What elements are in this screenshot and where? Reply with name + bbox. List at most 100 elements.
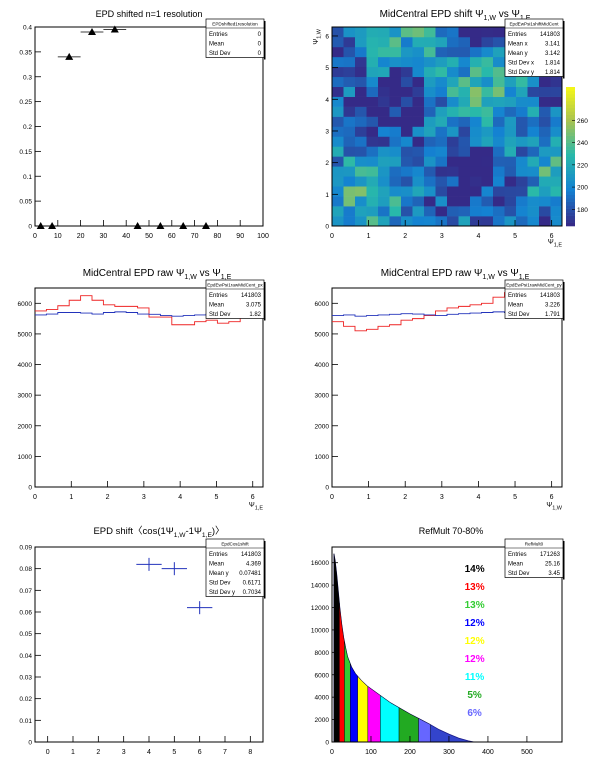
heatmap-cell [470,56,482,68]
heatmap-cell [447,126,459,137]
colorbar-cell [566,121,575,126]
heatmap-cell [389,166,402,177]
axis-label-main: Ψ [313,39,320,45]
heatmap-cell [470,116,482,127]
heatmap-cell [435,146,448,157]
heatmap-cell [401,66,413,78]
x-tick-label: 4 [178,494,182,501]
heatmap-cell [527,166,540,177]
legend-entry: 5% [467,690,482,701]
heatmap-cell [378,206,390,217]
heatmap-cell [527,86,540,97]
heatmap-cell [401,206,413,217]
stats-label: Mean [209,562,224,568]
x-tick-label: 7 [223,749,227,756]
y-tick-label: 0 [28,224,32,231]
heatmap-cell [424,27,436,38]
heatmap-cell [343,186,356,197]
heatmap-cell [366,126,379,137]
heatmap-cell [343,176,356,187]
x-tick-label: 3 [440,494,444,501]
data-point-marker [202,222,210,229]
heatmap-cell [412,126,425,137]
heatmap-cell [516,186,528,197]
stats-label: Std Dev [508,571,529,577]
heatmap-cell [332,186,344,197]
y-tick-label: 1000 [18,454,33,461]
heatmap-cell [470,126,482,137]
y-tick-label: 0 [325,740,329,747]
centrality-band [398,707,419,743]
heatmap-cell [550,176,563,187]
y-tick-label: 3000 [315,393,330,400]
axis-label-sub: 1,E [255,506,264,512]
heatmap-cell [504,96,517,107]
title-part: vs Ψ [495,268,519,279]
y-tick-label: 1000 [315,454,330,461]
heatmap-cell [366,36,379,48]
heatmap-cell [458,106,471,117]
heatmap-cell [435,66,448,78]
axis-label: Ψ1,E [249,502,263,512]
y-tick-label: 3000 [18,393,33,400]
heatmap-cell [355,186,367,197]
colorbar-cell [566,170,575,175]
heatmap-cell [401,106,413,117]
heatmap-cell [435,136,448,147]
heatmap-cell [355,106,367,117]
stats-shadow [563,541,565,580]
heatmap-cell [332,196,344,207]
stats-value: 3.226 [545,303,561,309]
heatmap-cell [458,96,471,107]
stats-value: 3.141 [545,42,561,48]
heatmap-cell [470,196,482,207]
x-tick-label: 0 [330,233,334,240]
stats-name: EpdCos1shift [221,542,249,547]
axis-label-main: Ψ [548,239,554,246]
heatmap-cell [470,176,482,187]
heatmap-cell [412,146,425,157]
heatmap-cell [389,136,402,147]
title-part: EPD shift〈cos(1Ψ [93,526,173,537]
legend-entry: 6% [467,708,482,719]
heatmap-cell [435,186,448,197]
heatmap-cell [378,76,390,87]
heatmap-cell [527,96,540,107]
heatmap-cell [458,86,471,97]
y-tick-label: 6000 [18,301,33,308]
x-tick-label: 20 [77,233,85,240]
title-part: MidCentral EPD raw Ψ [83,268,185,279]
heatmap-cell [504,156,517,167]
stats-value: 0 [258,32,262,38]
y-tick-label: 0.03 [19,675,32,682]
heatmap-cell [389,116,402,127]
stats-box [205,279,265,319]
heatmap-cell [355,96,367,107]
title-subscript: 1,W [484,15,497,22]
heatmap-cell [481,106,494,117]
y-tick-label: 2 [325,160,329,167]
x-tick-label: 8 [248,749,252,756]
y-tick-label: 5000 [315,331,330,338]
x-tick-label: 0 [33,494,37,501]
heatmap-cell [355,126,367,137]
heatmap-cell [424,46,436,58]
heatmap-cell [389,56,402,68]
heatmap-cell [332,166,344,177]
stats-name: EpdEwPsi1rawMidCent_px [207,283,263,288]
heatmap-cell [470,106,482,117]
heatmap-cell [412,136,425,147]
legend-entry: 14% [465,564,485,575]
heatmap-cell [343,206,356,217]
y-tick-label: 8000 [315,650,330,657]
x-tick-label: 1 [367,233,371,240]
x-tick-label: 0 [330,749,334,756]
heatmap-cell [366,206,379,217]
stats-shadow [563,282,565,321]
heatmap-cell [355,166,367,177]
heatmap-cell [447,36,459,48]
legend-entry: 13% [465,600,485,611]
heatmap-cell [401,216,413,227]
heatmap-cell [343,166,356,177]
heatmap-cell [401,27,413,38]
